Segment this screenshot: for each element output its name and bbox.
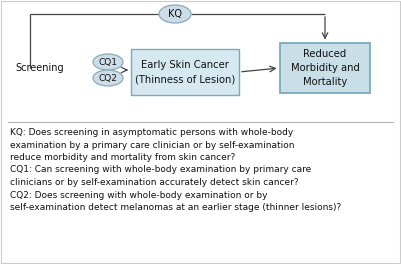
Text: CQ1: CQ1 [99, 58, 117, 67]
Text: KQ: Does screening in asymptomatic persons with whole-body
examination by a prim: KQ: Does screening in asymptomatic perso… [10, 128, 341, 212]
Text: Screening: Screening [15, 63, 64, 73]
Ellipse shape [93, 70, 123, 86]
Text: Early Skin Cancer
(Thinness of Lesion): Early Skin Cancer (Thinness of Lesion) [135, 60, 235, 84]
FancyBboxPatch shape [280, 43, 370, 93]
Text: CQ2: CQ2 [99, 73, 117, 82]
Ellipse shape [93, 54, 123, 70]
FancyBboxPatch shape [131, 49, 239, 95]
Text: Reduced
Morbidity and
Mortality: Reduced Morbidity and Mortality [291, 49, 359, 87]
Ellipse shape [159, 5, 191, 23]
Text: KQ: KQ [168, 9, 182, 19]
